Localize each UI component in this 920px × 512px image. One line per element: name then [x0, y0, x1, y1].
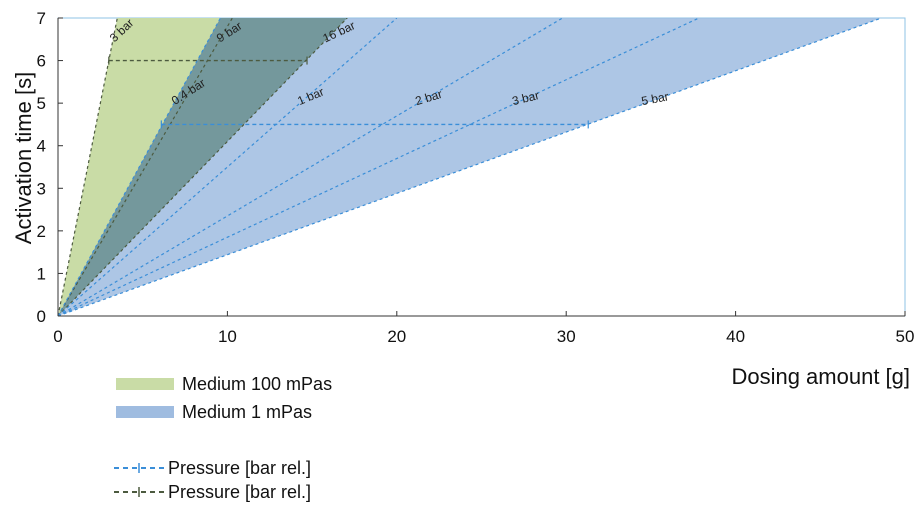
- y-tick-label: 4: [37, 137, 46, 156]
- legend-label-pressure-blue: Pressure [bar rel.]: [168, 457, 312, 478]
- x-axis-label: Dosing amount [g]: [731, 364, 910, 389]
- y-tick-label: 2: [37, 222, 46, 241]
- x-tick-label: 0: [53, 327, 62, 346]
- legend-label-medium-1: Medium 1 mPas: [182, 401, 313, 422]
- y-axis-label: Activation time [s]: [11, 72, 36, 244]
- legend-item-pressure-dark: Pressure [bar rel.]: [110, 480, 311, 504]
- x-tick-label: 40: [726, 327, 745, 346]
- pressure-label: 5 bar: [640, 89, 670, 108]
- legend-item-medium-100: Medium 100 mPas: [110, 372, 332, 396]
- pressure-line-3-bar: [58, 18, 700, 316]
- y-tick-label: 3: [37, 179, 46, 198]
- legend-item-pressure-blue: Pressure [bar rel.]: [110, 456, 311, 480]
- x-tick-label: 50: [896, 327, 915, 346]
- legend: Medium 100 mPas Medium 1 mPas Pressure […: [110, 372, 470, 512]
- x-tick-label: 20: [387, 327, 406, 346]
- legend-swatch-pressure-blue: [114, 463, 164, 473]
- pressure-line-2-bar: [58, 18, 563, 316]
- legend-swatch-medium-1: [116, 406, 174, 418]
- legend-label-pressure-dark: Pressure [bar rel.]: [168, 481, 312, 502]
- y-tick-label: 0: [37, 307, 46, 326]
- x-tick-label: 30: [557, 327, 576, 346]
- pressure-line-3-bar: [58, 18, 118, 316]
- pressure-line-5-bar: [58, 18, 882, 316]
- y-tick-label: 5: [37, 94, 46, 113]
- pressure-line-0-4-bar: [58, 18, 221, 316]
- x-tick-label: 10: [218, 327, 237, 346]
- legend-swatch-pressure-dark: [114, 487, 164, 497]
- y-tick-label: 7: [37, 9, 46, 28]
- y-tick-label: 6: [37, 52, 46, 71]
- legend-label-medium-100: Medium 100 mPas: [182, 373, 333, 394]
- legend-swatch-medium-100: [116, 378, 174, 390]
- y-tick-label: 1: [37, 264, 46, 283]
- pressure-label: 3 bar: [511, 88, 541, 108]
- legend-item-medium-1: Medium 1 mPas: [110, 400, 312, 424]
